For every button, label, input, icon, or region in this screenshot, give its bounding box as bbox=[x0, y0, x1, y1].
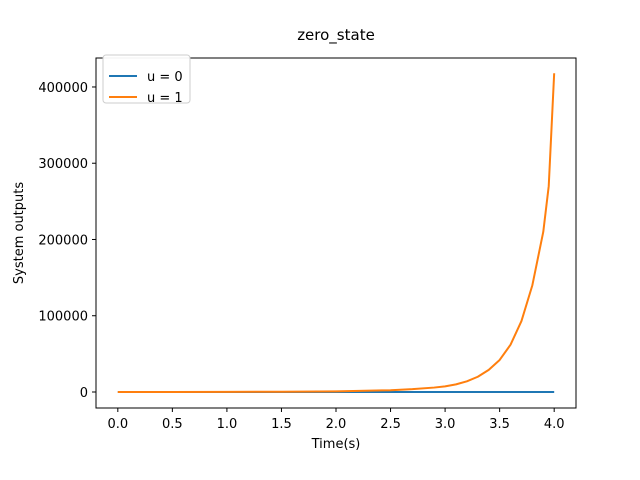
x-tick-label: 2.0 bbox=[326, 417, 347, 432]
x-tick-label: 1.0 bbox=[217, 417, 238, 432]
legend: u = 0 u = 1 bbox=[102, 54, 191, 106]
x-tick-label: 4.0 bbox=[544, 417, 565, 432]
y-tick-label: 100000 bbox=[38, 310, 88, 325]
x-tick-label: 2.5 bbox=[380, 417, 401, 432]
x-tick-label: 1.5 bbox=[271, 417, 292, 432]
y-tick-label: 400000 bbox=[38, 81, 88, 96]
series-layer bbox=[117, 73, 556, 393]
y-tick-label: 200000 bbox=[38, 233, 88, 248]
legend-label-1: u = 0 bbox=[147, 70, 183, 85]
legend-label-2: u = 1 bbox=[147, 91, 183, 106]
legend-box bbox=[102, 54, 191, 104]
plot-area bbox=[96, 58, 576, 408]
y-tick-label: 300000 bbox=[38, 157, 88, 172]
series-line-2 bbox=[117, 73, 556, 393]
x-axis-label: Time(s) bbox=[311, 437, 361, 452]
x-tick-label: 0.5 bbox=[162, 417, 183, 432]
y-axis-label: System outputs bbox=[12, 182, 27, 284]
x-axis: 0.0 0.5 1.0 1.5 2.0 2.5 3.0 3.5 4.0 bbox=[107, 408, 565, 432]
x-tick-label: 3.0 bbox=[435, 417, 456, 432]
y-tick-label: 0 bbox=[80, 386, 88, 401]
x-tick-label: 0.0 bbox=[107, 417, 128, 432]
y-axis: 0 100000 200000 300000 400000 bbox=[38, 81, 96, 401]
x-tick-label: 3.5 bbox=[489, 417, 510, 432]
chart-title: zero_state bbox=[297, 26, 375, 45]
